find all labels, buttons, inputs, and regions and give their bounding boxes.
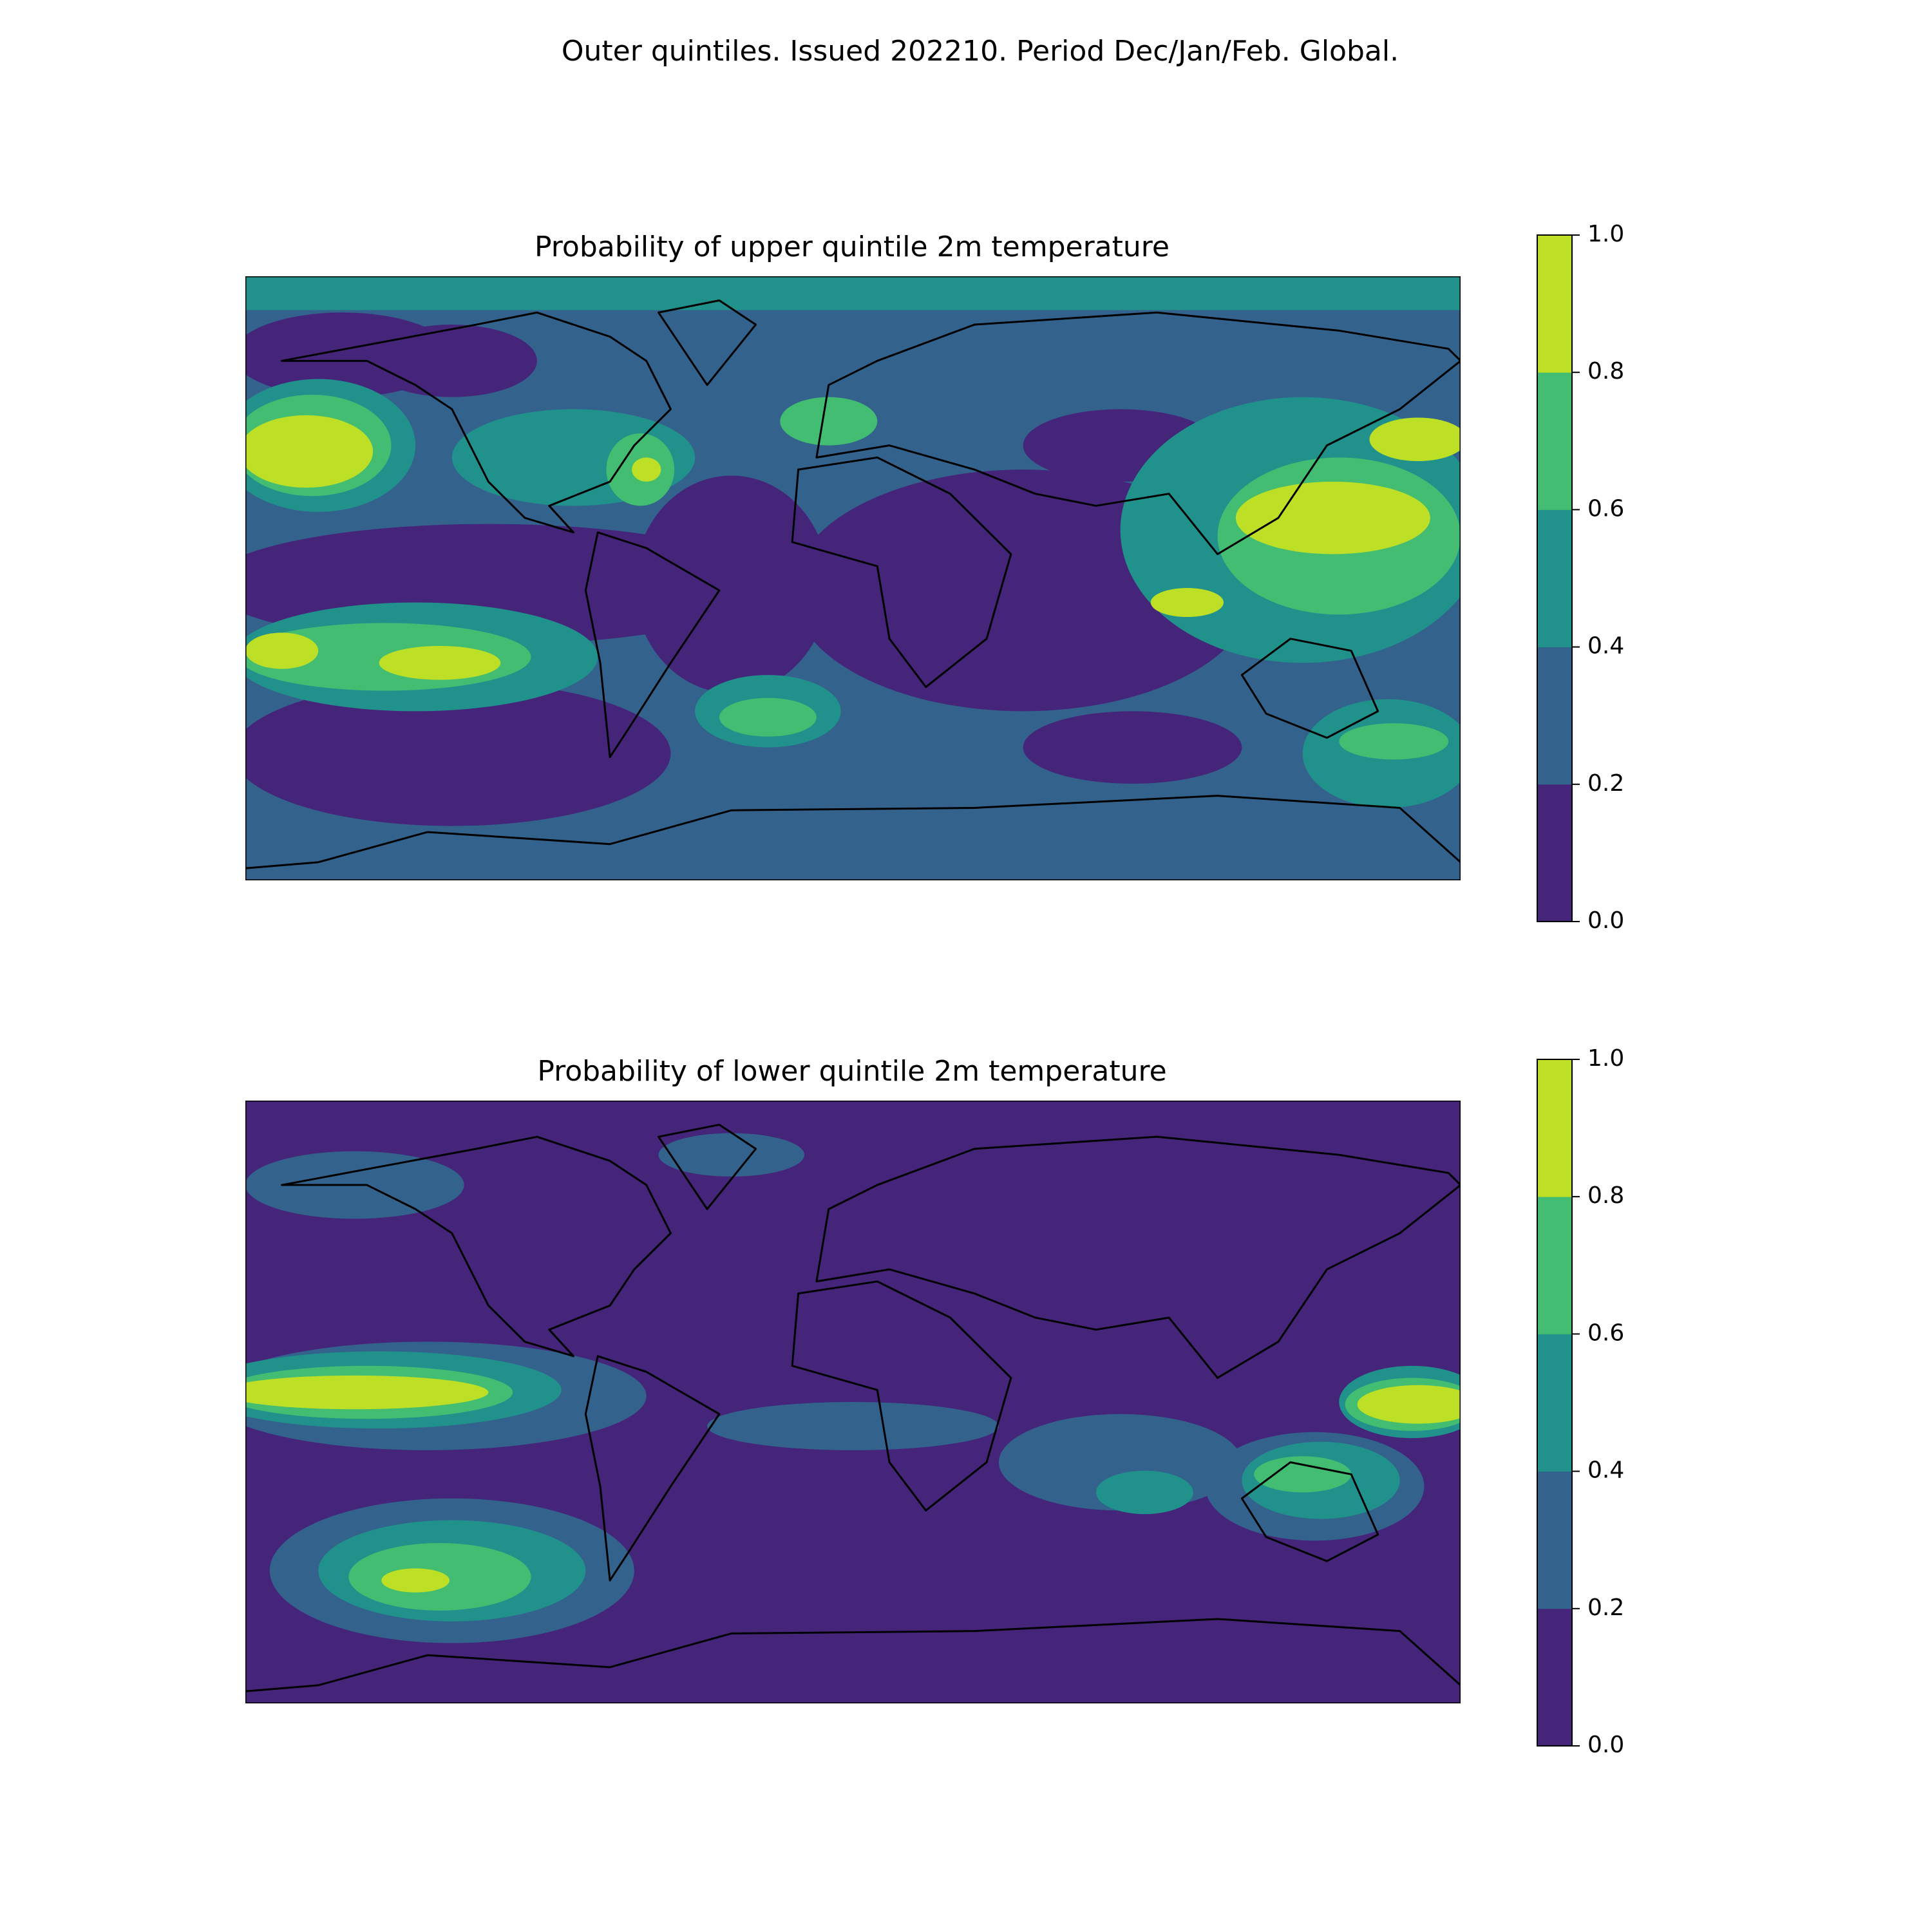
colorbar-tick-label: 0.6: [1587, 495, 1624, 522]
contour-region: [1235, 481, 1430, 554]
colorbar-tick-label: 1.0: [1587, 221, 1624, 247]
contour-region: [780, 397, 878, 446]
colorbar-tick-label: 0.0: [1587, 907, 1624, 934]
colorbar-tick-label: 0.4: [1587, 633, 1624, 659]
contour-region: [245, 632, 319, 669]
contour-region: [658, 1133, 805, 1177]
colorbar-segment: [1537, 1334, 1572, 1472]
colorbar-segment: [1537, 235, 1572, 373]
contour-region: [366, 325, 537, 397]
map: [245, 1101, 1461, 1703]
contour-region: [1023, 711, 1242, 784]
contour-region: [1369, 417, 1461, 462]
contour-region: [1254, 1456, 1352, 1493]
contour-region: [245, 415, 374, 488]
colorbar-frame: [1537, 234, 1573, 922]
contour-region: [1150, 588, 1224, 618]
colorbar-tick-label: 0.2: [1587, 1595, 1624, 1621]
map: [245, 276, 1461, 880]
contour-region: [245, 1375, 489, 1410]
colorbar-tick-label: 0.2: [1587, 770, 1624, 797]
map-title: Probability of upper quintile 2m tempera…: [535, 231, 1170, 263]
colorbar-tick-label: 0.4: [1587, 1457, 1624, 1484]
figure-title: Outer quintiles. Issued 202210. Period D…: [562, 35, 1399, 68]
contour-region: [381, 1568, 450, 1593]
colorbar-segment: [1537, 784, 1572, 922]
field-regions: [245, 276, 1461, 826]
map-title: Probability of lower quintile 2m tempera…: [537, 1055, 1166, 1088]
contour-region: [245, 681, 671, 826]
colorbar-segment: [1537, 1608, 1572, 1747]
colorbar-tick-label: 0.6: [1587, 1320, 1624, 1346]
colorbar-segment: [1537, 372, 1572, 510]
colorbar-segment: [1537, 509, 1572, 648]
colorbar-tick-label: 0.0: [1587, 1732, 1624, 1758]
contour-region: [1339, 723, 1449, 760]
contour-region: [1095, 1470, 1193, 1515]
contour-region: [632, 457, 661, 482]
contour-region: [719, 697, 817, 737]
colorbar-tick-label: 0.8: [1587, 1182, 1624, 1209]
colorbar-segment: [1537, 1471, 1572, 1609]
contour-region: [379, 646, 501, 680]
contour-region: [707, 1402, 999, 1450]
field-regions: [245, 1133, 1461, 1643]
colorbar-segment: [1537, 1197, 1572, 1334]
colorbar-tick-label: 0.8: [1587, 358, 1624, 384]
contour-region: [634, 475, 829, 694]
colorbar-segment: [1537, 647, 1572, 785]
contour-region: [1357, 1385, 1461, 1424]
colorbar-tick-label: 1.0: [1587, 1045, 1624, 1072]
colorbar-frame: [1537, 1059, 1573, 1747]
colorbar-segment: [1537, 1059, 1572, 1197]
contour-region: [245, 276, 1461, 310]
